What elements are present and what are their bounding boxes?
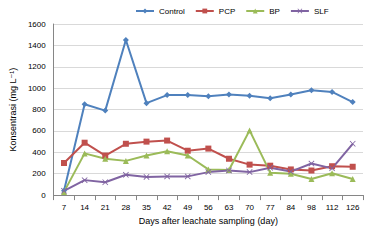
svg-text:Days after leachate sampling (: Days after leachate sampling (day) [139, 216, 278, 226]
svg-text:35: 35 [142, 203, 151, 212]
svg-text:28: 28 [121, 203, 130, 212]
svg-text:63: 63 [225, 203, 234, 212]
svg-text:BP: BP [269, 7, 280, 16]
svg-text:56: 56 [204, 203, 213, 212]
svg-text:200: 200 [32, 169, 46, 178]
svg-text:1200: 1200 [28, 62, 46, 71]
svg-text:49: 49 [183, 203, 192, 212]
svg-text:600: 600 [32, 126, 46, 135]
svg-text:112: 112 [326, 203, 339, 212]
svg-text:SLF: SLF [314, 7, 329, 16]
svg-text:0: 0 [41, 191, 46, 200]
svg-text:126: 126 [346, 203, 360, 212]
svg-text:400: 400 [32, 148, 46, 157]
svg-text:1400: 1400 [28, 41, 46, 50]
svg-text:70: 70 [245, 203, 254, 212]
svg-text:84: 84 [286, 203, 295, 212]
svg-text:42: 42 [163, 203, 172, 212]
svg-text:800: 800 [32, 105, 46, 114]
svg-text:Control: Control [159, 7, 185, 16]
svg-text:PCP: PCP [219, 7, 235, 16]
svg-text:Konsentrasi (mg L⁻¹): Konsentrasi (mg L⁻¹) [8, 68, 18, 152]
svg-text:21: 21 [101, 203, 110, 212]
svg-text:77: 77 [266, 203, 275, 212]
svg-text:98: 98 [307, 203, 316, 212]
svg-text:1000: 1000 [28, 84, 46, 93]
svg-text:1600: 1600 [28, 20, 46, 29]
svg-text:7: 7 [62, 203, 67, 212]
svg-text:14: 14 [80, 203, 89, 212]
